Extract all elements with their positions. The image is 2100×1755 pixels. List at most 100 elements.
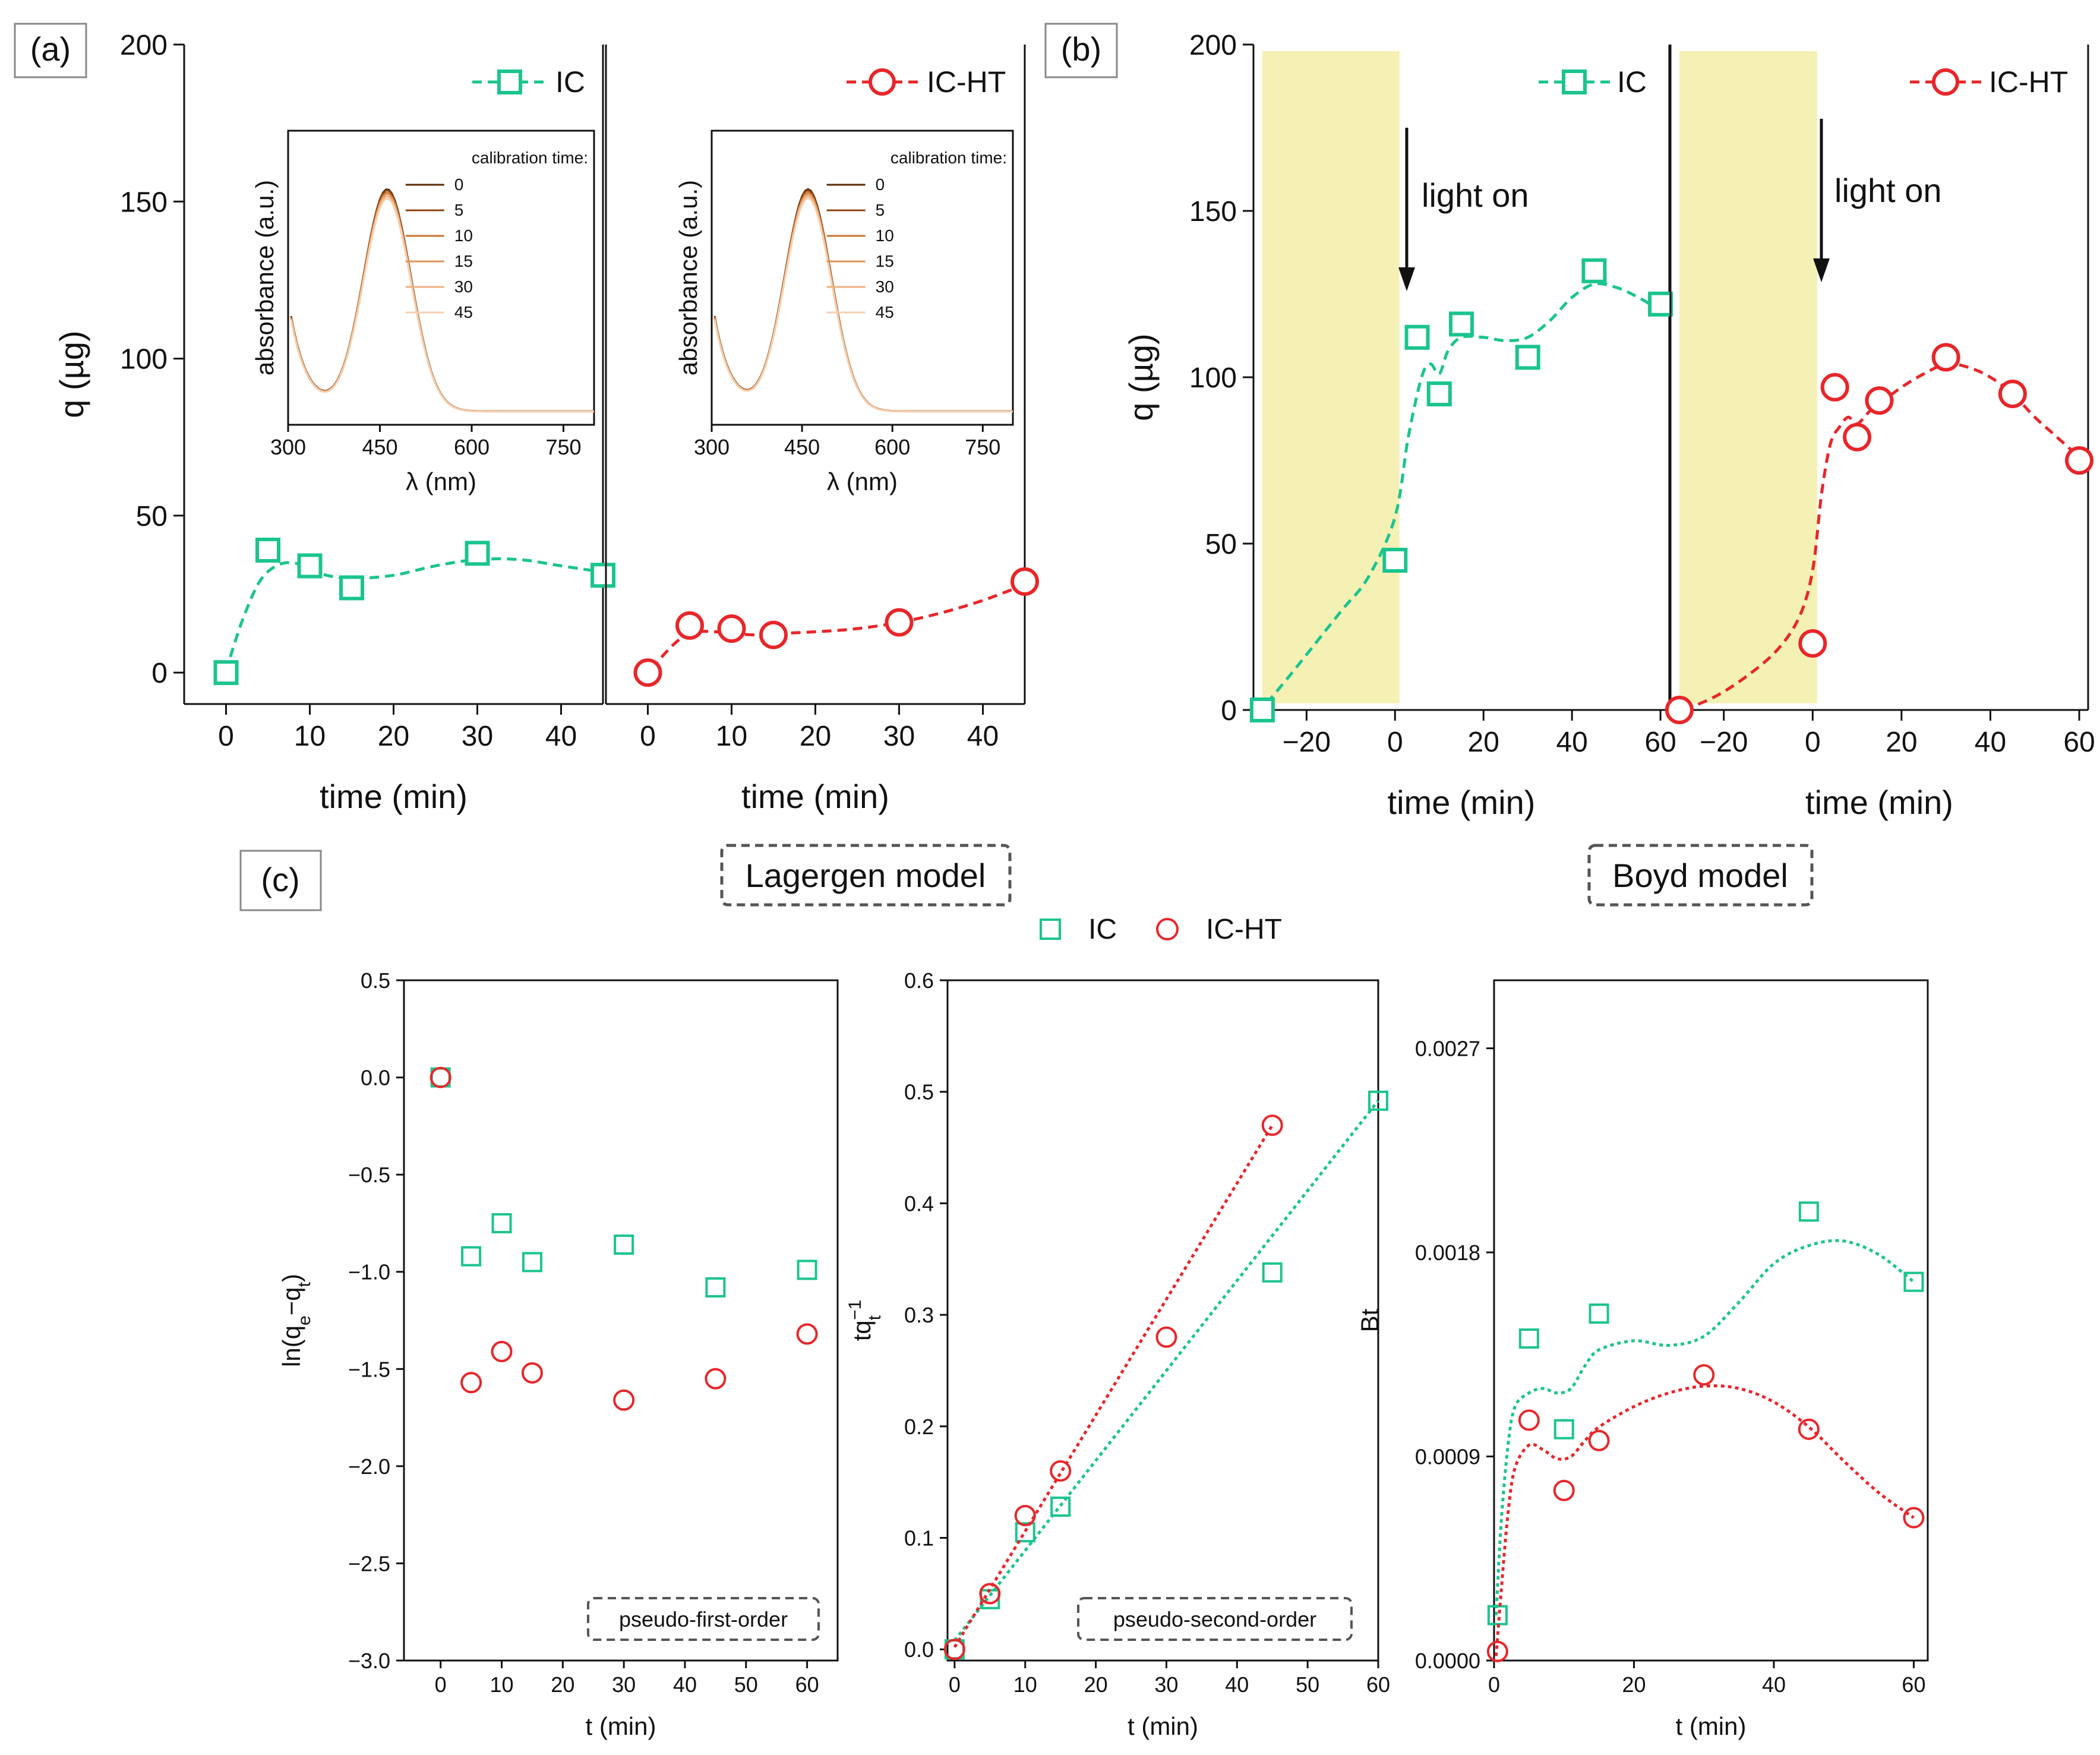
y-tick-label: 0.2	[904, 1415, 934, 1439]
data-point-icht	[460, 1372, 482, 1394]
data-point-icht	[1998, 380, 2027, 408]
legend-b-ic-marker	[1562, 70, 1587, 94]
svg-text:IC-HT: IC-HT	[1989, 65, 2068, 99]
svg-text:light on: light on	[1834, 172, 1942, 209]
panel-label-b: (b)	[1044, 23, 1118, 78]
data-point-ic	[1553, 1419, 1574, 1440]
data-point-icht	[1798, 1418, 1820, 1440]
y-tick-label: 0.0027	[1415, 1037, 1480, 1061]
x-tick-label: 10	[716, 721, 747, 752]
x-tick-label: 30	[612, 1672, 636, 1697]
data-point-ic	[465, 541, 490, 566]
x-tick-label: 30	[1154, 1672, 1178, 1697]
legend-a-icht: IC-HT	[847, 65, 1006, 99]
data-point-ic	[1368, 1090, 1388, 1111]
data-point-icht	[1798, 629, 1827, 658]
plot-frame	[403, 979, 839, 1662]
subscript: t	[865, 1315, 885, 1320]
legend-b-ic: IC	[1539, 65, 1647, 99]
svg-text:Lagergen model: Lagergen model	[746, 857, 986, 894]
x-tick-label: 20	[1622, 1672, 1646, 1697]
x-tick-label: 0	[1387, 727, 1403, 758]
y-tick-label: 150	[120, 187, 168, 218]
x-tick-label: 40	[967, 721, 999, 752]
svg-text:IC: IC	[555, 65, 585, 99]
data-point-icht	[633, 658, 662, 687]
dark-period-shade	[1262, 51, 1400, 703]
fit-line-icht	[650, 583, 1025, 671]
fit-line-ic	[1495, 1239, 1915, 1615]
data-point-ic	[590, 563, 615, 588]
inset-legend-entry: 5	[454, 201, 464, 219]
x-tick-label: 0	[949, 1672, 961, 1697]
data-point-icht	[705, 1368, 727, 1390]
inset-legend-entry: 15	[454, 252, 473, 270]
y-tick-label: 0	[1221, 695, 1237, 727]
x-tick-label: −20	[1700, 727, 1748, 758]
y-axis-title: tqt−1	[845, 1300, 885, 1341]
y-tick-label: −2.5	[348, 1551, 390, 1576]
x-tick-label: 50	[1296, 1672, 1319, 1697]
svg-text:IC: IC	[1617, 65, 1647, 99]
inset-x-tick-label: 750	[965, 435, 1000, 459]
data-point-ic	[1404, 324, 1430, 350]
inset-frame	[287, 130, 595, 426]
y-tick-label: 200	[1189, 30, 1237, 61]
y-tick-label: 0.0	[904, 1637, 934, 1662]
y-tick-label: 0.0009	[1415, 1445, 1480, 1469]
data-point-icht	[796, 1323, 818, 1345]
light-on-icht-arrowhead	[1813, 258, 1830, 282]
data-point-icht	[521, 1362, 543, 1384]
inset-legend-entry: 0	[876, 175, 885, 194]
boyd-label: Boyd model	[1587, 844, 1814, 907]
data-point-ic	[1515, 345, 1540, 370]
svg-text:light on: light on	[1422, 176, 1529, 214]
pso-label: pseudo-second-order	[1077, 1597, 1353, 1641]
x-axis-title: time (min)	[1805, 784, 1953, 821]
y-tick-label: 0.4	[904, 1191, 934, 1216]
inset-legend-entry: 30	[876, 277, 894, 296]
inset-x-tick-label: 750	[545, 435, 581, 459]
y-tick-label: −2.0	[348, 1454, 390, 1479]
data-point-icht	[1010, 567, 1039, 596]
data-point-icht	[1931, 343, 1960, 372]
y-tick-label: −1.0	[348, 1260, 390, 1284]
y-title-part: )	[277, 1274, 305, 1282]
data-point-icht	[491, 1340, 513, 1362]
data-point-icht	[1820, 373, 1849, 402]
x-tick-label: 40	[673, 1672, 697, 1697]
inset-x-tick-label: 450	[362, 435, 397, 459]
data-point-ic	[1487, 1605, 1508, 1625]
data-point-icht	[1903, 1507, 1925, 1529]
data-point-icht	[759, 620, 788, 649]
data-point-ic	[1581, 258, 1607, 283]
svg-text:(a): (a)	[30, 30, 71, 68]
y-tick-label: 0.5	[361, 968, 390, 993]
svg-text:pseudo-second-order: pseudo-second-order	[1113, 1607, 1316, 1631]
y-tick-label: 50	[136, 501, 168, 532]
plot-b-icht: −20 0 20 40 60 time (min)	[1665, 45, 2095, 821]
data-point-ic	[797, 1260, 817, 1280]
svg-text:pseudo-first-order: pseudo-first-order	[619, 1607, 788, 1631]
x-tick-label: 10	[490, 1672, 513, 1697]
data-point-ic	[1449, 311, 1474, 337]
data-point-ic	[1648, 291, 1673, 317]
x-tick-label: 30	[883, 721, 915, 752]
superscript: −1	[845, 1300, 865, 1320]
data-point-ic	[255, 538, 280, 563]
y-tick-label: 0.1	[904, 1526, 934, 1551]
subscript: e	[295, 1315, 314, 1325]
fit-line-ic	[953, 1100, 1379, 1642]
plot-b-ic: −20 0 20 40 60 0 50 100 150 200 time (min) q (µg)	[1122, 30, 1676, 821]
fit-line-icht	[953, 1124, 1274, 1648]
data-point-icht	[1155, 1326, 1177, 1348]
inset-y-title: absorbance (a.u.)	[251, 180, 279, 375]
y-axis-title: q (µg)	[53, 330, 90, 418]
inset-legend-title: calibration time:	[890, 149, 1007, 167]
data-point-ic	[461, 1246, 482, 1267]
plot-c-boyd: 0 20 40 60 0.0000 0.0009 0.0018 0.0027 t (min) Bt	[1356, 979, 1929, 1740]
y-tick-label: 150	[1189, 196, 1237, 228]
inset-x-title: λ (nm)	[406, 468, 476, 495]
inset-x-tick-label: 450	[784, 435, 820, 459]
inset-legend-title: calibration time:	[472, 149, 588, 167]
